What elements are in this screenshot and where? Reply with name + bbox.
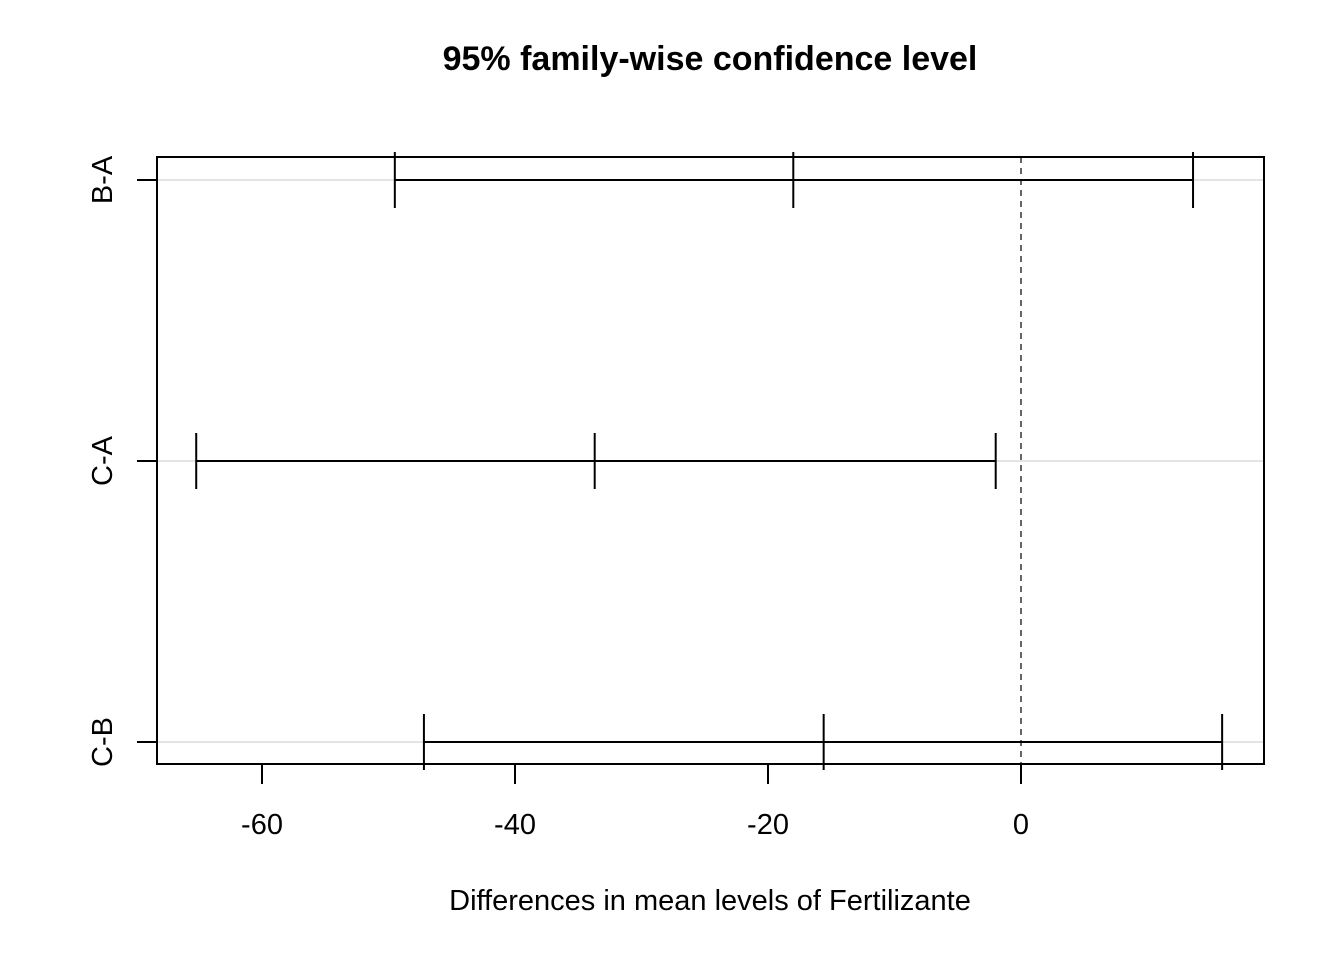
y-tick-label: B-A <box>87 155 119 204</box>
y-tick-label: C-A <box>87 435 119 486</box>
x-axis-label: Differences in mean levels of Fertilizan… <box>449 885 971 917</box>
x-tick-label: -40 <box>494 809 536 841</box>
x-tick-label: -60 <box>241 809 283 841</box>
y-tick-label: C-B <box>87 717 119 767</box>
chart-title: 95% family-wise confidence level <box>443 40 978 78</box>
y-axis: B-A C-A C-B <box>87 155 157 767</box>
plot-layer <box>157 152 1264 770</box>
x-tick-label: 0 <box>1013 809 1029 841</box>
x-axis: -60 -40 -20 0 <box>241 764 1029 841</box>
x-tick-label: -20 <box>747 809 789 841</box>
